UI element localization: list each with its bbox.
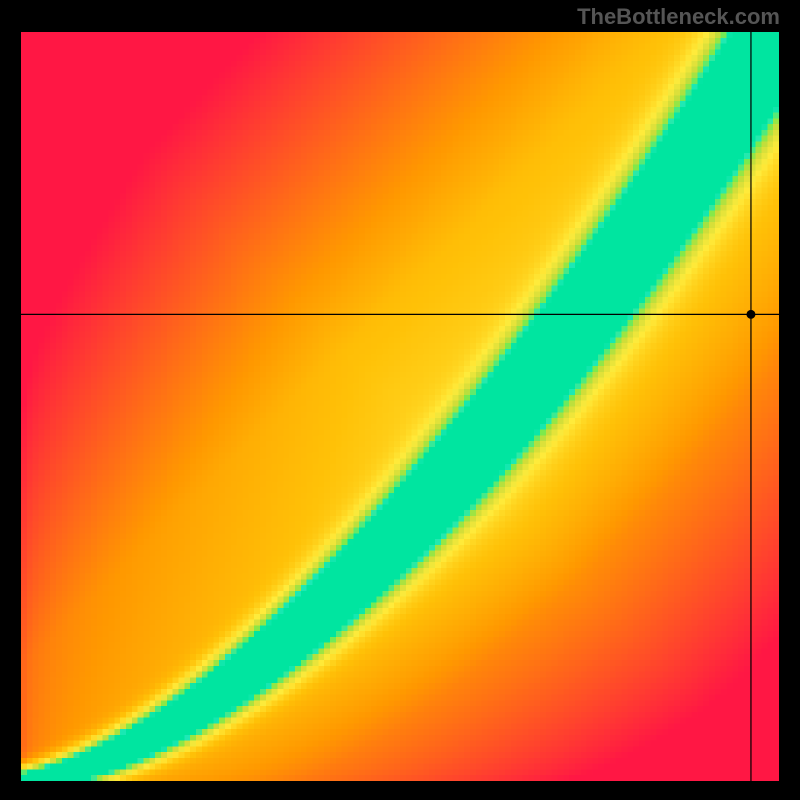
figure-container: TheBottleneck.com [0, 0, 800, 800]
watermark-text: TheBottleneck.com [577, 4, 780, 30]
plot-area [21, 32, 779, 781]
heatmap-canvas [21, 32, 779, 781]
